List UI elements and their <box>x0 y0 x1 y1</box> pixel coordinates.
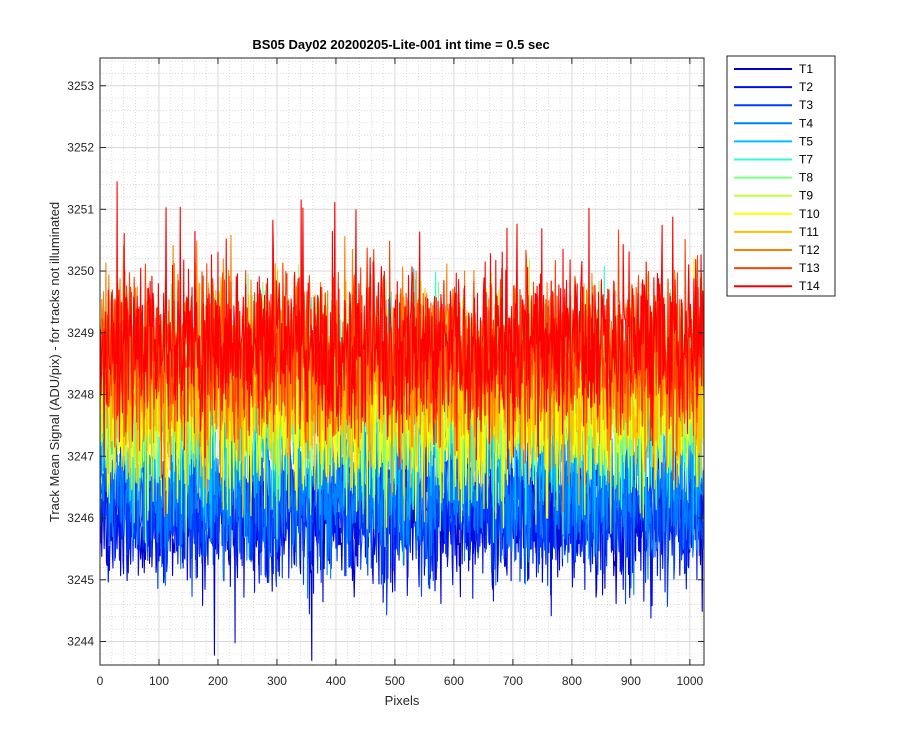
legend-label: T13 <box>799 261 820 275</box>
legend-label: T4 <box>799 116 813 130</box>
x-tick-label: 500 <box>385 674 405 688</box>
legend-item-t8[interactable]: T8 <box>734 171 813 185</box>
legend-label: T3 <box>799 98 813 112</box>
legend-item-t13[interactable]: T13 <box>734 261 820 275</box>
x-tick-label: 800 <box>562 674 582 688</box>
legend-label: T14 <box>799 279 820 293</box>
legend-label: T11 <box>799 225 819 239</box>
legend-label: T8 <box>799 171 813 185</box>
y-axis-label: Track Mean Signal (ADU/pix) - for tracks… <box>47 202 62 522</box>
y-tick-label: 3250 <box>67 264 94 278</box>
legend-item-t14[interactable]: T14 <box>734 279 820 293</box>
legend-item-t2[interactable]: T2 <box>734 80 813 94</box>
x-tick-label: 600 <box>444 674 464 688</box>
legend-item-t5[interactable]: T5 <box>734 134 813 148</box>
axes-box <box>99 57 705 666</box>
legend[interactable]: T1 T2 T3 T4 T5 T7 T8 T9 T10 T11 T12 T13 T14 <box>726 55 836 297</box>
legend-label: T10 <box>799 207 820 221</box>
legend-label: T7 <box>799 153 813 167</box>
x-tick-label: 900 <box>621 674 641 688</box>
x-tick-label: 1000 <box>676 674 703 688</box>
x-tick-label: 200 <box>208 674 228 688</box>
y-tick-label: 3253 <box>67 79 94 93</box>
legend-item-t10[interactable]: T10 <box>734 207 820 221</box>
chart-title: BS05 Day02 20200205-Lite-001 int time = … <box>252 37 549 52</box>
legend-item-t12[interactable]: T12 <box>734 243 820 257</box>
y-tick-label: 3248 <box>67 388 94 402</box>
legend-item-t11[interactable]: T11 <box>734 225 819 239</box>
x-axis-label: Pixels <box>385 693 420 708</box>
legend-label: T5 <box>799 134 813 148</box>
y-tick-label: 3251 <box>67 202 94 216</box>
legend-item-t3[interactable]: T3 <box>734 98 813 112</box>
legend-item-t9[interactable]: T9 <box>734 189 813 203</box>
plot-area: 0 100 200 300 400 500 600 700 800 900 1000 3244 3245… <box>67 57 705 688</box>
y-tick-label: 3252 <box>67 141 94 155</box>
x-tick-label: 0 <box>97 674 104 688</box>
legend-item-t7[interactable]: T7 <box>734 153 813 167</box>
legend-label: T1 <box>799 62 813 76</box>
legend-label: T12 <box>799 243 820 257</box>
y-tick-label: 3244 <box>67 635 94 649</box>
legend-label: T2 <box>799 80 813 94</box>
x-tick-label: 700 <box>503 674 523 688</box>
y-tick-label: 3246 <box>67 511 94 525</box>
legend-item-t4[interactable]: T4 <box>734 116 813 130</box>
legend-item-t1[interactable]: T1 <box>734 62 813 76</box>
x-tick-label: 100 <box>149 674 169 688</box>
y-tick-label: 3249 <box>67 326 94 340</box>
y-tick-label: 3247 <box>67 449 94 463</box>
legend-box <box>726 55 836 297</box>
y-tick-label: 3245 <box>67 573 94 587</box>
axis-ticks: 0 100 200 300 400 500 600 700 800 900 1000 3244 3245… <box>67 58 704 688</box>
x-tick-label: 400 <box>326 674 346 688</box>
series-lines <box>100 181 704 662</box>
x-tick-label: 300 <box>267 674 287 688</box>
legend-label: T9 <box>799 189 813 203</box>
series-line-t14 <box>100 181 704 470</box>
